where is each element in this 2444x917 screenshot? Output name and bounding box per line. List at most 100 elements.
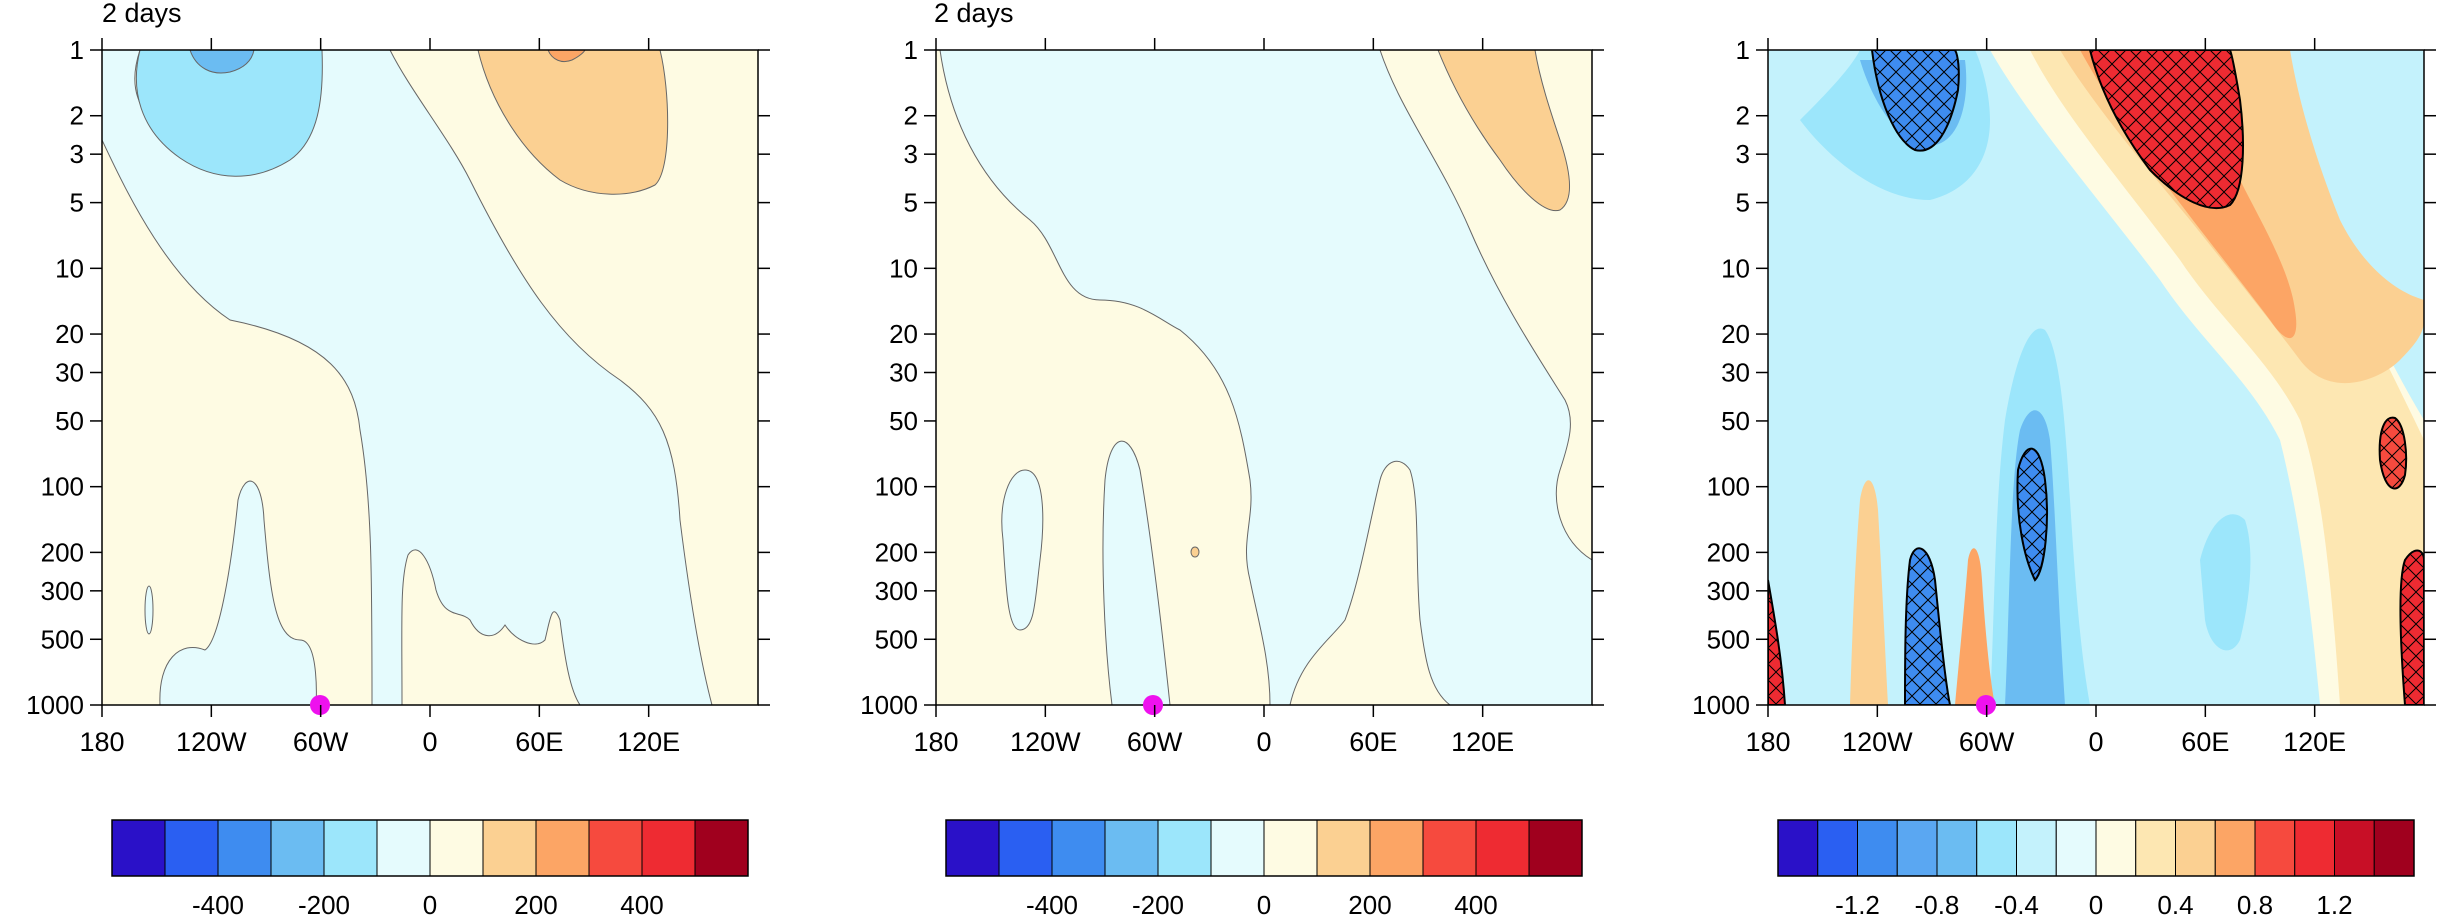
y-tick-label: 3 — [904, 139, 918, 169]
colorbar-swatch — [2175, 819, 2216, 877]
colorbar-swatch — [1528, 819, 1583, 877]
colorbar-swatch — [998, 819, 1053, 877]
colorbar-swatch — [164, 819, 219, 877]
x-tick-label: 60E — [515, 727, 563, 757]
x-tick-label: 120E — [1451, 727, 1514, 757]
y-tick-label: 30 — [889, 358, 918, 388]
y-tick-label: 1 — [904, 35, 918, 65]
x-tick-label: 0 — [422, 727, 437, 757]
colorbar-swatch — [1263, 819, 1318, 877]
warm-column — [1955, 548, 1995, 705]
y-tick-label: 500 — [875, 624, 918, 654]
y-tick-label: 1000 — [26, 690, 84, 720]
x-tick-label: 120W — [1842, 727, 1913, 757]
colorbar-swatch — [2095, 819, 2137, 877]
colorbar-label: 0.4 — [2157, 890, 2193, 917]
colorbar-swatch — [588, 819, 643, 877]
colorbar-swatch — [2294, 819, 2335, 877]
y-tick-label: 10 — [889, 253, 918, 283]
hatched-positive-east-low-pattern — [2400, 550, 2424, 705]
y-tick-label: 20 — [55, 319, 84, 349]
x-tick-label: 60W — [1127, 727, 1183, 757]
y-tick-label: 50 — [55, 406, 84, 436]
x-tick-label: 120E — [2283, 727, 2346, 757]
y-tick-label: 1 — [70, 35, 84, 65]
x-axis: 180 120W 60W 0 60E 120E — [1745, 38, 2346, 757]
colorbar-label: -400 — [192, 890, 244, 917]
colorbar-frame — [945, 819, 1583, 877]
plot-area — [1768, 50, 2424, 705]
y-tick-label: 10 — [55, 253, 84, 283]
negative-core — [189, 50, 255, 74]
colorbar-swatch — [1936, 819, 1978, 877]
colorbar-label: 0 — [1257, 890, 1271, 917]
colorbar-swatch — [2214, 819, 2256, 877]
colorbar-swatch — [1777, 819, 1819, 877]
x-tick-label: 120W — [176, 727, 247, 757]
colorbar-swatch — [1475, 819, 1530, 877]
small-blob — [144, 585, 154, 635]
location-marker — [1143, 695, 1163, 715]
colorbar-label: 0.8 — [2237, 890, 2273, 917]
y-tick-label: 2 — [1736, 101, 1750, 131]
colorbar-swatch — [429, 819, 484, 877]
colorbar-swatch — [1817, 819, 1858, 877]
colorbar-swatch — [323, 819, 378, 877]
x-tick-label: 60E — [1349, 727, 1397, 757]
x-tick-label: 120W — [1010, 727, 1081, 757]
colorbar-swatch — [217, 819, 272, 877]
colorbar-swatch — [2254, 819, 2296, 877]
colorbar-swatch — [270, 819, 325, 877]
y-tick-label: 100 — [875, 472, 918, 502]
colorbar-swatch — [482, 819, 537, 877]
colorbar-label: 400 — [620, 890, 663, 917]
hatched-positive-top-pattern — [2090, 50, 2243, 209]
colorbar-swatch — [1976, 819, 2017, 877]
y-tick-label: 300 — [875, 576, 918, 606]
y-tick-label: 30 — [55, 358, 84, 388]
y-tick-label: 1 — [1736, 35, 1750, 65]
x-tick-label: 60E — [2181, 727, 2229, 757]
colorbar-swatch — [1051, 819, 1106, 877]
colorbar-label: 0 — [423, 890, 437, 917]
x-axis: 180 120W 60W 0 60E 120E — [913, 38, 1514, 757]
y-tick-label: 1000 — [1692, 690, 1750, 720]
y-tick-label: 500 — [41, 624, 84, 654]
y-tick-label: 5 — [70, 188, 84, 218]
y-tick-label: 30 — [1721, 358, 1750, 388]
y-tick-label: 2 — [904, 101, 918, 131]
colorbar-label: 200 — [1348, 890, 1391, 917]
y-tick-label: 300 — [1707, 576, 1750, 606]
cool-area-east — [2200, 514, 2251, 651]
negative-tongue-east — [401, 549, 581, 705]
colorbar-swatch — [2055, 819, 2097, 877]
colorbar-swatch — [1369, 819, 1424, 877]
colorbar-swatch — [641, 819, 696, 877]
y-tick-label: 3 — [70, 139, 84, 169]
colorbar-swatch — [376, 819, 431, 877]
hatched-negative-top-pattern — [1872, 50, 1959, 151]
colorbar-swatch — [2334, 819, 2375, 877]
y-tick-label: 100 — [41, 472, 84, 502]
hatched-negative-mid-pattern — [2017, 448, 2047, 580]
y-tick-label: 200 — [41, 537, 84, 567]
colorbar-label: -200 — [1132, 890, 1184, 917]
hatched-negative-low-pattern — [1905, 548, 1950, 705]
hatched-positive-east-mid-pattern — [2379, 417, 2407, 489]
colorbar: -400 -200 0 200 400 — [945, 819, 1583, 917]
positive-contour — [1437, 50, 1570, 212]
negative-contour — [135, 50, 323, 177]
y-tick-label: 3 — [1736, 139, 1750, 169]
colorbar-swatch — [535, 819, 590, 877]
negative-pocket-west — [1001, 469, 1044, 631]
warm-column-west — [1850, 480, 1888, 705]
colorbar-swatch — [2016, 819, 2057, 877]
colorbar-swatch — [1316, 819, 1371, 877]
panel-title: 2 days — [102, 0, 182, 28]
plot-area — [102, 50, 758, 705]
y-axis: 1 2 3 5 10 20 30 50 100 200 300 500 1000 — [1692, 35, 2436, 720]
y-tick-label: 100 — [1707, 472, 1750, 502]
y-tick-label: 5 — [1736, 188, 1750, 218]
